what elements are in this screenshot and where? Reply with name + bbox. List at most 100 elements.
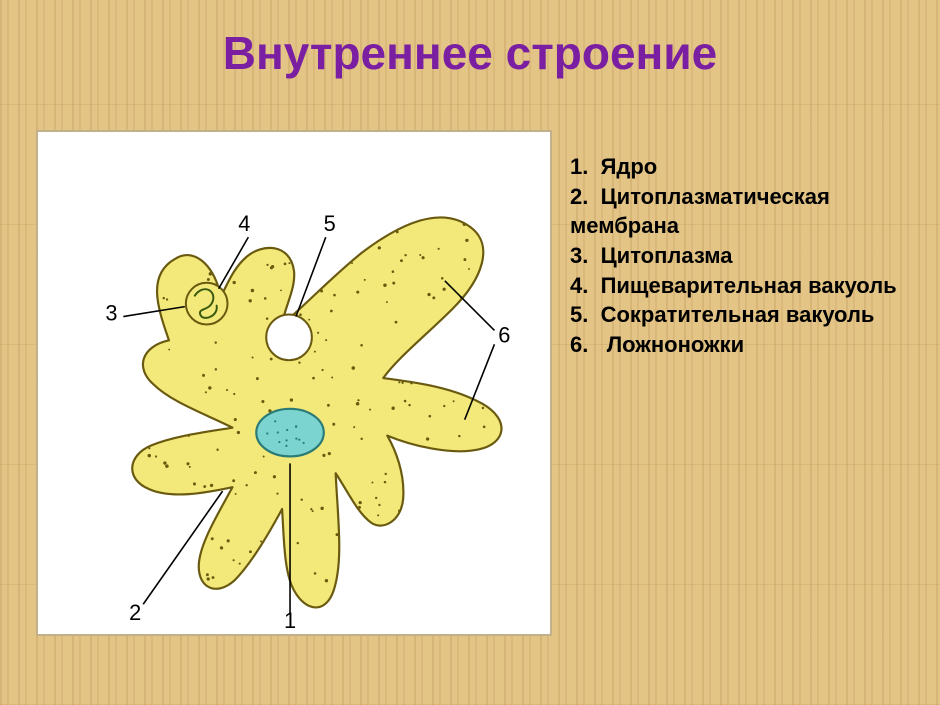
cytoplasm-speckle bbox=[364, 279, 366, 281]
cytoplasm-speckle bbox=[378, 246, 381, 249]
cytoplasm-speckle bbox=[237, 431, 240, 434]
callout-number: 3 bbox=[105, 300, 117, 325]
cytoplasm-speckle bbox=[148, 454, 151, 457]
cytoplasm-speckle bbox=[360, 438, 362, 440]
cytoplasm-speckle bbox=[483, 426, 486, 429]
cytoplasm-speckle bbox=[155, 455, 157, 457]
cytoplasm-speckle bbox=[270, 358, 273, 361]
cytoplasm-speckle bbox=[266, 317, 269, 320]
legend-item-number: 6. bbox=[570, 332, 588, 357]
cytoplasm-speckle bbox=[400, 259, 403, 262]
amoeba-body bbox=[132, 217, 501, 607]
cytoplasm-speckle bbox=[351, 366, 355, 370]
cytoplasm-speckle bbox=[148, 447, 150, 449]
page-title-text: Внутреннее строение bbox=[223, 27, 717, 79]
cytoplasm-speckle bbox=[384, 481, 387, 484]
cytoplasm-speckle bbox=[298, 362, 300, 364]
cytoplasm-speckle bbox=[210, 484, 213, 487]
cytoplasm-speckle bbox=[360, 344, 363, 347]
cytoplasm-speckle bbox=[249, 550, 252, 553]
cytoplasm-speckle bbox=[212, 576, 215, 579]
cytoplasm-speckle bbox=[359, 501, 362, 504]
legend-item: 6. Ложноножки bbox=[570, 330, 925, 360]
cytoplasm-speckle bbox=[332, 423, 335, 426]
legend: 1. Ядро2. Цитоплазматическая мембрана3. … bbox=[570, 152, 925, 360]
cytoplasm-speckle bbox=[378, 504, 380, 506]
cytoplasm-speckle bbox=[401, 382, 403, 384]
cytoplasm-speckle bbox=[335, 533, 338, 536]
cytoplasm-speckle bbox=[465, 239, 468, 242]
cytoplasm-speckle bbox=[264, 297, 267, 300]
cytoplasm-speckle bbox=[288, 262, 290, 264]
amoeba-diagram: 123456 bbox=[38, 132, 550, 634]
cytoplasm-speckle bbox=[299, 313, 302, 316]
cytoplasm-speckle bbox=[308, 319, 310, 321]
cytoplasm-speckle bbox=[266, 264, 268, 266]
cytoplasm-speckle bbox=[233, 559, 235, 561]
cytoplasm-speckle bbox=[392, 270, 395, 273]
legend-item-text: Ядро bbox=[601, 154, 658, 179]
cytoplasm-speckle bbox=[395, 321, 398, 324]
cytoplasm-speckle bbox=[301, 499, 303, 501]
cytoplasm-speckle bbox=[320, 507, 323, 510]
cytoplasm-speckle bbox=[208, 386, 211, 389]
cytoplasm-speckle bbox=[251, 289, 255, 293]
legend-item-text: Цитоплазма bbox=[601, 243, 733, 268]
cytoplasm-speckle bbox=[310, 508, 312, 510]
cytoplasm-speckle bbox=[375, 497, 377, 499]
legend-item-text: Сократительная вакуоль bbox=[601, 302, 875, 327]
contractile-vacuole bbox=[266, 315, 312, 361]
figure-frame: 123456 bbox=[36, 130, 552, 636]
legend-item-number: 4. bbox=[570, 273, 588, 298]
cytoplasm-speckle bbox=[227, 539, 230, 542]
cytoplasm-speckle bbox=[284, 263, 287, 266]
cytoplasm-speckle bbox=[256, 377, 259, 380]
callout-number: 5 bbox=[324, 211, 336, 236]
cytoplasm-speckle bbox=[206, 573, 209, 576]
cytoplasm-speckle bbox=[351, 262, 353, 264]
cytoplasm-speckle bbox=[419, 254, 421, 256]
cytoplasm-speckle bbox=[427, 293, 430, 296]
cytoplasm-speckle bbox=[371, 482, 373, 484]
cytoplasm-speckle bbox=[166, 298, 168, 300]
cytoplasm-speckle bbox=[321, 369, 323, 371]
cytoplasm-speckle bbox=[327, 404, 330, 407]
cytoplasm-speckle bbox=[260, 540, 262, 542]
cytoplasm-speckle bbox=[312, 377, 315, 380]
cytoplasm-speckle bbox=[207, 278, 210, 281]
cytoplasm-speckle bbox=[384, 473, 386, 475]
cytoplasm-speckle bbox=[386, 301, 388, 303]
cytoplasm-speckle bbox=[426, 437, 429, 440]
cytoplasm-speckle bbox=[357, 399, 359, 401]
cytoplasm-speckle bbox=[249, 299, 252, 302]
cytoplasm-speckle bbox=[202, 374, 205, 377]
cytoplasm-speckle bbox=[391, 407, 394, 410]
cytoplasm-speckle bbox=[369, 409, 371, 411]
cytoplasm-speckle bbox=[463, 258, 466, 261]
cytoplasm-speckle bbox=[314, 351, 316, 353]
cytoplasm-speckle bbox=[168, 349, 170, 351]
cytoplasm-speckle bbox=[353, 426, 355, 428]
legend-item-text: Пищеварительная вакуоль bbox=[601, 273, 897, 298]
cytoplasm-speckle bbox=[438, 248, 440, 250]
cytoplasm-speckle bbox=[276, 492, 278, 494]
cytoplasm-speckle bbox=[398, 510, 401, 513]
cytoplasm-speckle bbox=[232, 479, 235, 482]
cytoplasm-speckle bbox=[233, 393, 235, 395]
legend-item: 5. Сократительная вакуоль bbox=[570, 300, 925, 330]
legend-item-number: 5. bbox=[570, 302, 588, 327]
cytoplasm-speckle bbox=[392, 282, 395, 285]
cytoplasm-speckle bbox=[441, 277, 444, 280]
cytoplasm-speckle bbox=[404, 254, 406, 256]
callout-number: 6 bbox=[498, 322, 510, 347]
cytoplasm-speckle bbox=[377, 514, 379, 516]
cytoplasm-speckle bbox=[443, 288, 446, 291]
cytoplasm-speckle bbox=[408, 404, 410, 406]
cytoplasm-speckle bbox=[325, 339, 327, 341]
cytoplasm-speckle bbox=[263, 455, 265, 457]
cytoplasm-speckle bbox=[317, 332, 319, 334]
cytoplasm-speckle bbox=[163, 461, 166, 464]
cytoplasm-speckle bbox=[331, 376, 333, 378]
legend-item: 4. Пищеварительная вакуоль bbox=[570, 271, 925, 301]
cytoplasm-speckle bbox=[216, 449, 218, 451]
